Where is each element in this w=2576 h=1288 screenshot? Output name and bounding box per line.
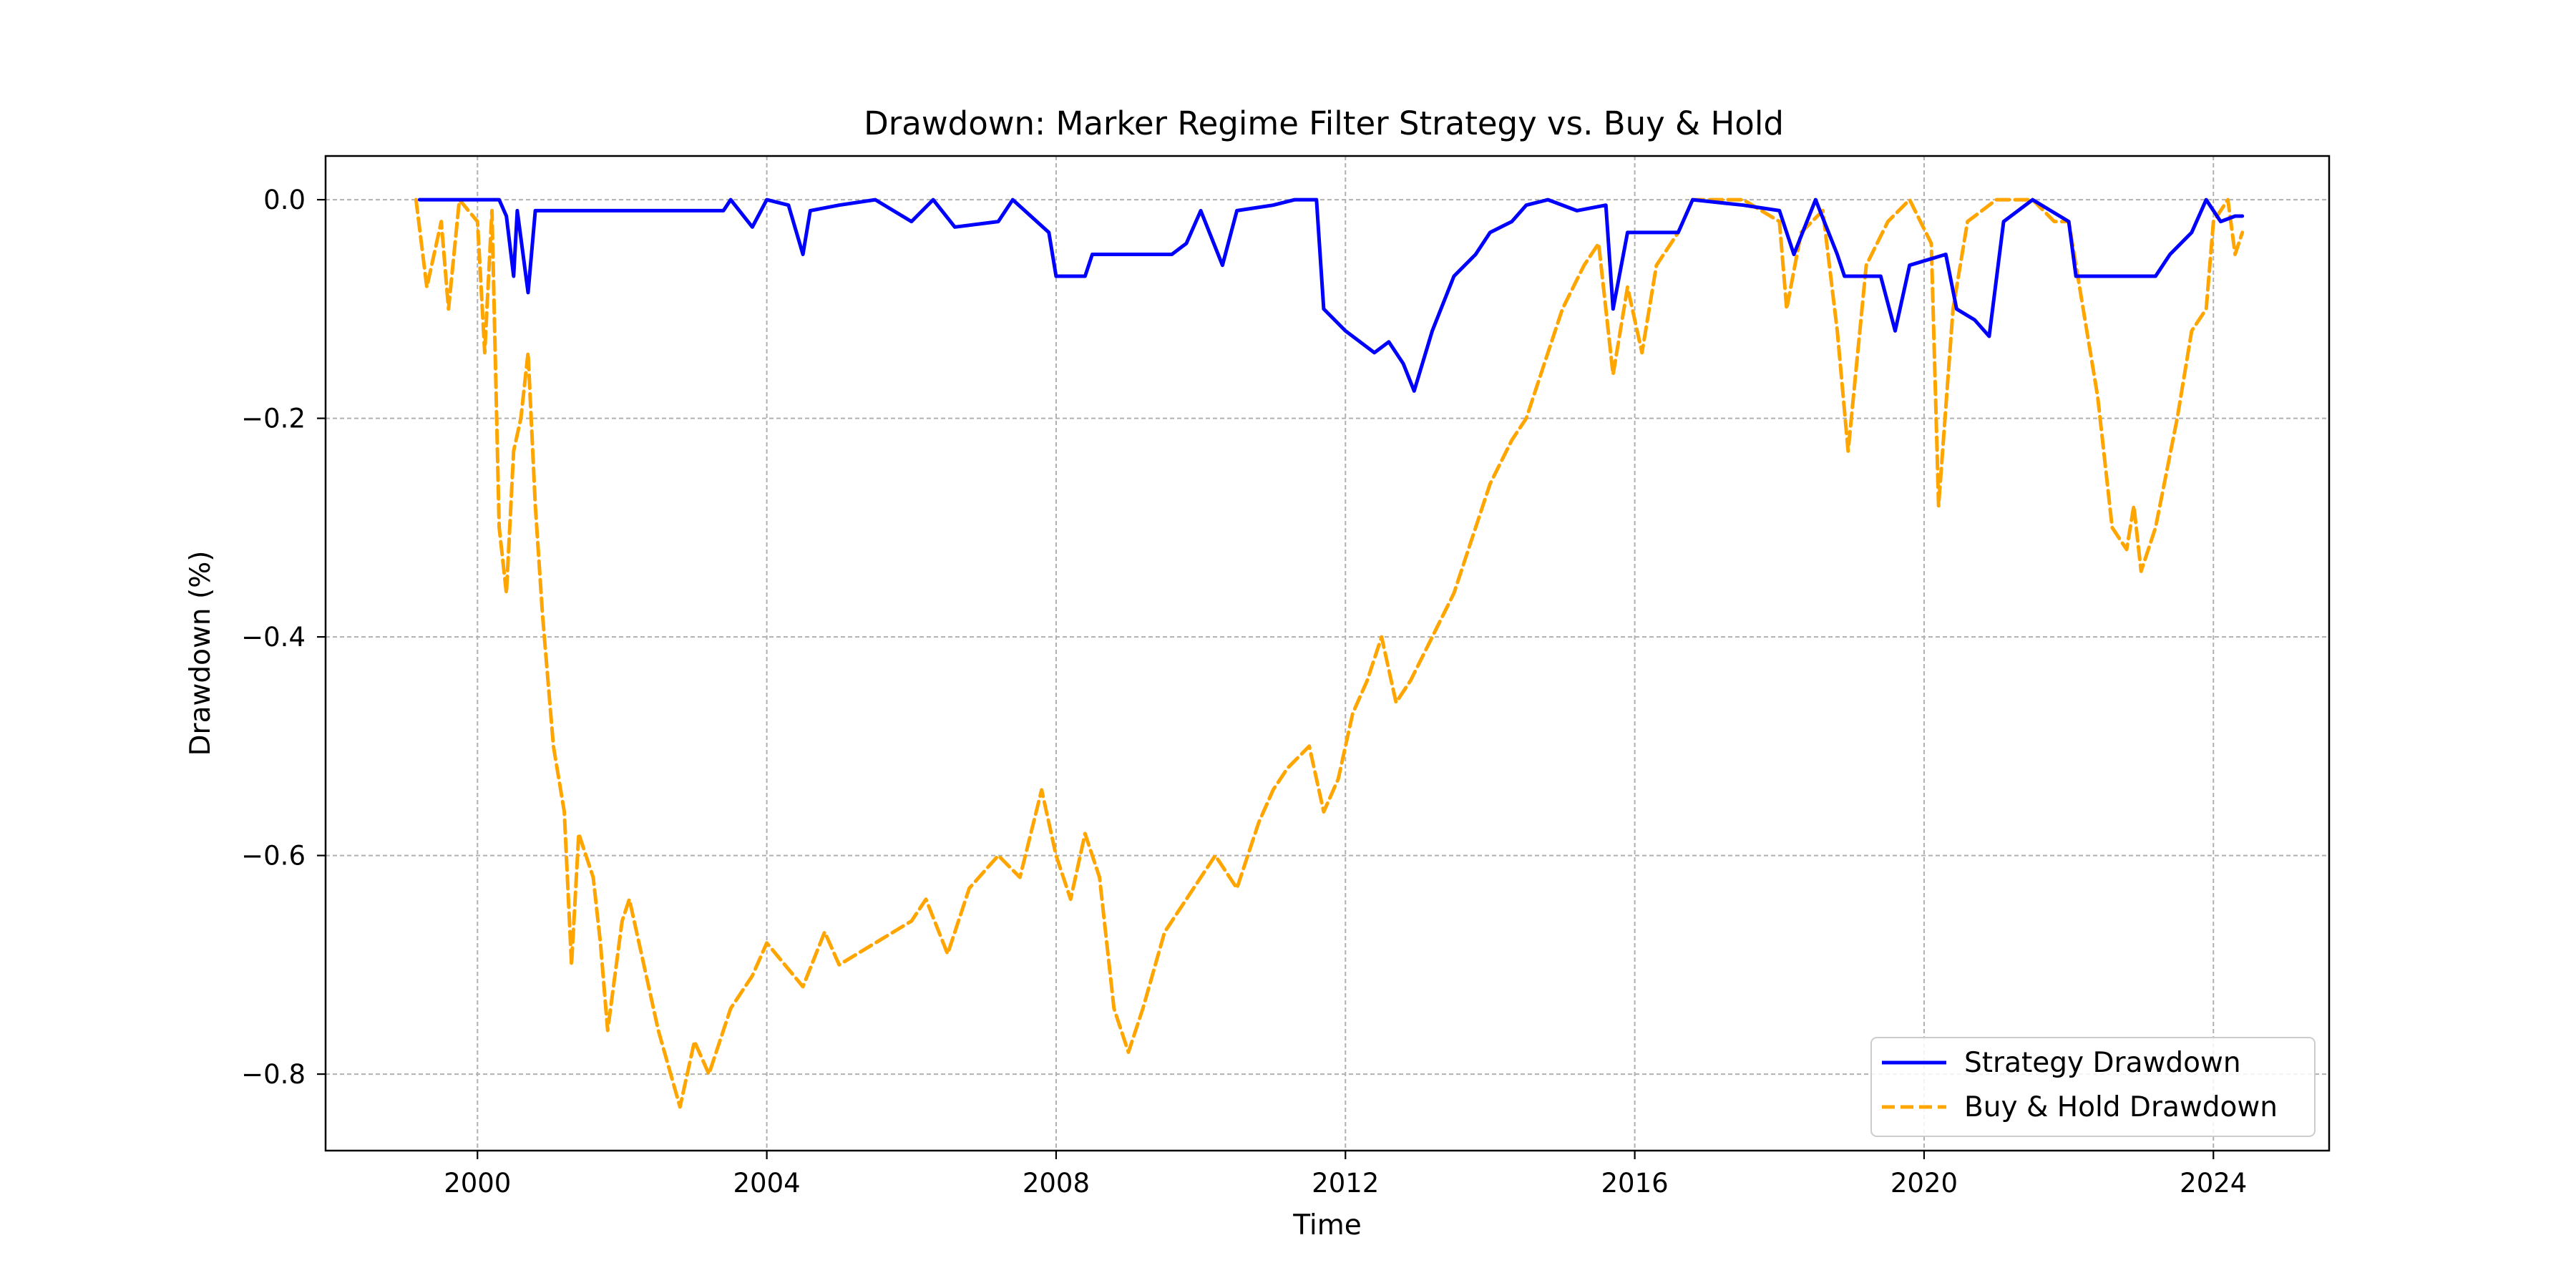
y-tick-label: 0.0: [263, 185, 306, 215]
x-tick-label: 2020: [1890, 1168, 1958, 1199]
series-group: [414, 197, 2245, 1109]
y-tick-label: −0.6: [241, 841, 306, 872]
series-line-buy-hold: [414, 197, 2245, 1109]
x-axis-label: Time: [1292, 1209, 1361, 1241]
legend-label-buy-hold: Buy & Hold Drawdown: [1964, 1091, 2278, 1123]
series-line-strategy: [417, 197, 2245, 393]
legend-label-strategy: Strategy Drawdown: [1964, 1047, 2241, 1079]
legend-box: [1870, 1037, 2316, 1137]
x-tick-label: 2004: [733, 1168, 801, 1199]
x-tick-label: 2008: [1023, 1168, 1090, 1199]
x-tick-label: 2016: [1601, 1168, 1669, 1199]
chart-title: Drawdown: Marker Regime Filter Strategy …: [864, 104, 1784, 142]
y-tick-label: −0.4: [241, 622, 306, 653]
x-tick-label: 2012: [1312, 1168, 1379, 1199]
y-tick-label: −0.8: [241, 1059, 306, 1090]
y-tick-label: −0.2: [241, 404, 306, 434]
x-tick-label: 2024: [2180, 1168, 2247, 1199]
y-axis-label: Drawdown (%): [185, 551, 217, 756]
ticks: 2000 2004 2008 2012 2016 2020 2024 0.0 −0.2 −0.4 −…: [241, 185, 2247, 1199]
grid: [326, 156, 2329, 1151]
legend: Strategy Drawdown Buy & Hold Drawdown: [1870, 1037, 2316, 1137]
x-tick-label: 2000: [444, 1168, 511, 1199]
plot-frame: [324, 155, 2331, 1152]
